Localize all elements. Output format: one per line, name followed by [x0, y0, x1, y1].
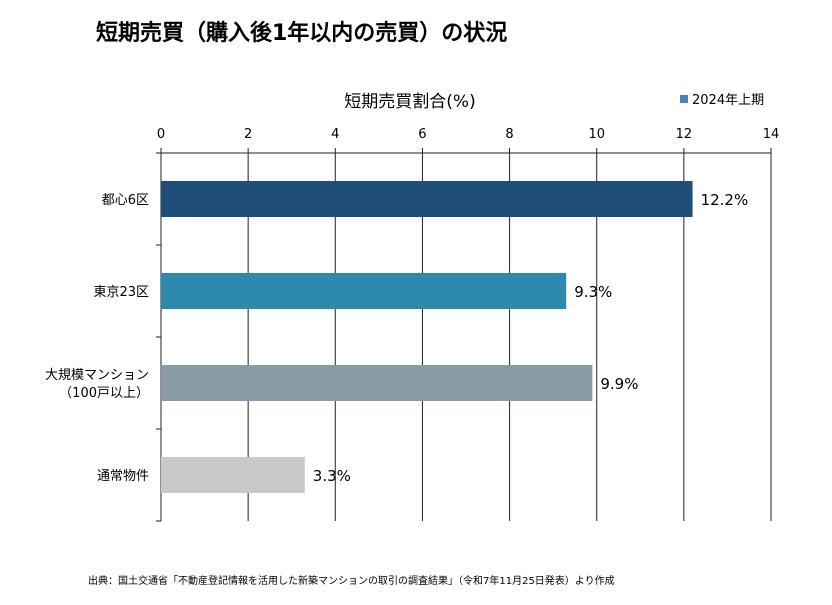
data-label: 9.9%	[600, 375, 638, 393]
bar	[161, 457, 305, 493]
x-tick-label: 0	[157, 127, 165, 142]
bar	[161, 365, 593, 401]
x-axis-label: 短期売買割合(%)	[344, 92, 475, 112]
legend-label: 2024年上期	[692, 93, 764, 108]
category-label: 都心6区	[102, 193, 149, 208]
data-label: 9.3%	[574, 283, 612, 301]
x-tick-label: 8	[505, 127, 513, 142]
x-tick-label: 2	[244, 127, 252, 142]
x-tick-label: 14	[763, 127, 780, 142]
category-label: 東京23区	[93, 284, 149, 300]
category-label: （100戸以上）	[59, 386, 149, 401]
x-tick-label: 12	[676, 127, 693, 142]
x-tick-label: 10	[588, 127, 605, 142]
category-label: 通常物件	[97, 469, 149, 484]
chart-title: 短期売買（購入後1年以内の売買）の状況	[96, 20, 507, 46]
data-label: 12.2%	[701, 191, 749, 209]
bar	[161, 181, 693, 217]
x-tick-label: 6	[418, 127, 426, 142]
category-label: 大規模マンション	[45, 368, 149, 383]
legend-marker	[680, 95, 688, 103]
x-tick-label: 4	[331, 127, 339, 142]
source-note: 出典：国土交通省「不動産登記情報を活用した新築マンションの取引の調査結果」（令和…	[88, 574, 615, 587]
data-label: 3.3%	[313, 467, 351, 485]
bar	[161, 273, 567, 309]
